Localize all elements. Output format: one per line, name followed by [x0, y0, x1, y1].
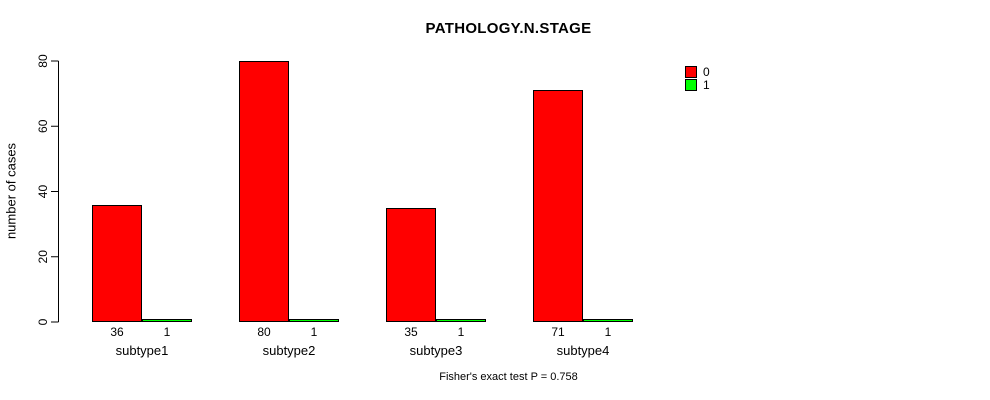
annotation-text: Fisher's exact test P = 0.758 [439, 371, 578, 383]
bar-subtype1-series-0 [92, 205, 142, 322]
y-tick-label: 60 [36, 119, 50, 133]
category-label-subtype3: subtype3 [409, 343, 463, 358]
category-label-subtype2: subtype2 [262, 343, 316, 358]
legend-swatch-icon [685, 65, 697, 78]
bar-value-label: 1 [457, 325, 465, 339]
bar-value-label: 1 [310, 325, 318, 339]
bar-subtype1-series-1 [142, 319, 192, 322]
bar-value-label: 1 [604, 325, 612, 339]
bar-subtype2-series-0 [239, 61, 289, 322]
bar-value-label: 80 [257, 325, 271, 339]
category-label-subtype1: subtype1 [115, 343, 169, 358]
bar-subtype3-series-0 [386, 208, 436, 322]
bar-subtype4-series-1 [583, 319, 633, 322]
chart-title: PATHOLOGY.N.STAGE [425, 20, 592, 37]
legend-item-0: 0 [685, 65, 710, 78]
bar-subtype3-series-1 [436, 319, 486, 322]
y-tick-label: 80 [36, 54, 50, 68]
bar-subtype4-series-0 [533, 90, 583, 322]
y-tick-label: 40 [36, 185, 50, 199]
y-tick-label: 0 [36, 318, 50, 325]
category-label-subtype4: subtype4 [556, 343, 610, 358]
bar-subtype2-series-1 [289, 319, 339, 322]
bar-value-label: 1 [163, 325, 171, 339]
legend-swatch-icon [685, 78, 697, 91]
bar-value-label: 36 [110, 325, 124, 339]
legend-label: 0 [703, 64, 710, 79]
bar-value-label: 71 [551, 325, 565, 339]
y-tick-label: 20 [36, 250, 50, 264]
legend-label: 1 [703, 77, 710, 92]
bar-value-label: 35 [404, 325, 418, 339]
legend-item-1: 1 [685, 78, 710, 91]
